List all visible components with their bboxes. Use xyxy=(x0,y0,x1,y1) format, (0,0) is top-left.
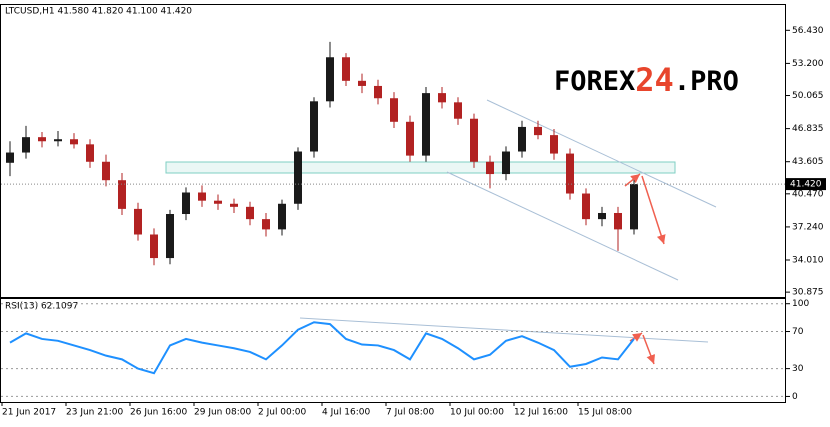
candle-body xyxy=(566,153,574,194)
candle-body xyxy=(326,57,334,102)
candle-body xyxy=(598,212,606,220)
candle-body xyxy=(374,85,382,99)
candle-body xyxy=(54,139,62,142)
price-panel xyxy=(0,4,786,298)
current-price-label: 41.420 xyxy=(790,180,822,190)
candle-body xyxy=(486,161,494,175)
candle-body xyxy=(182,192,190,215)
price-title: LTCUSD,H1 41.580 41.820 41.100 41.420 xyxy=(5,7,192,17)
candle-body xyxy=(278,203,286,230)
candle-body xyxy=(470,118,478,162)
resistance-zone xyxy=(165,161,676,174)
candle-body xyxy=(550,135,558,154)
candle-body xyxy=(118,180,126,209)
rsi-title: RSI(13) 62.1097 xyxy=(5,302,78,312)
y-tick-label: 56.430 xyxy=(792,26,824,36)
y-tick-label: 40.470 xyxy=(792,189,824,199)
channel-upper xyxy=(486,99,717,208)
x-tick-label: 21 Jun 2017 xyxy=(2,408,56,418)
y-tick-label: 70 xyxy=(792,327,804,337)
arrow-down xyxy=(641,175,666,245)
candle-body xyxy=(390,98,398,122)
candle-body xyxy=(294,151,302,204)
watermark-suffix: .PRO xyxy=(674,66,739,97)
rsi-arrow-down xyxy=(642,334,656,365)
candle-body xyxy=(582,193,590,220)
y-tick-label: 30 xyxy=(792,364,804,374)
candle-body xyxy=(534,126,542,136)
watermark: FOREX24.PRO xyxy=(554,61,739,99)
watermark-highlight: 24 xyxy=(635,61,674,99)
candle-body xyxy=(246,206,254,220)
candle-body xyxy=(406,121,414,156)
y-tick-label: 53.200 xyxy=(792,59,824,69)
candle-body xyxy=(614,212,622,230)
candle-body xyxy=(422,93,430,156)
candle-body xyxy=(518,126,526,152)
x-tick-label: 23 Jun 21:00 xyxy=(66,408,123,418)
rsi-arrow-up xyxy=(629,332,643,342)
watermark-prefix: FOREX xyxy=(554,66,635,97)
candle-body xyxy=(502,151,510,175)
y-tick-label: 43.605 xyxy=(792,157,824,167)
x-tick-label: 26 Jun 16:00 xyxy=(130,408,187,418)
candle-body xyxy=(198,192,206,201)
candle-body xyxy=(166,214,174,259)
candle-body xyxy=(438,93,446,103)
candle-body xyxy=(310,101,318,152)
channel-lower xyxy=(446,171,679,281)
rsi-panel xyxy=(0,298,786,403)
x-tick-label: 10 Jul 00:00 xyxy=(450,408,504,418)
y-tick-label: 100 xyxy=(792,299,809,309)
candle-body xyxy=(214,200,222,204)
x-tick-label: 2 Jul 00:00 xyxy=(258,408,307,418)
x-tick-label: 29 Jun 08:00 xyxy=(194,408,251,418)
candle-body xyxy=(358,80,366,86)
x-tick-label: 15 Jul 08:00 xyxy=(578,408,632,418)
y-tick-label: 30.875 xyxy=(792,288,824,298)
x-tick-label: 4 Jul 16:00 xyxy=(322,408,371,418)
y-tick-label: 46.835 xyxy=(792,124,824,134)
x-tick-label: 12 Jul 16:00 xyxy=(514,408,568,418)
candle-body xyxy=(86,144,94,162)
candle-body xyxy=(454,102,462,119)
rsi-line xyxy=(9,321,635,375)
candle-body xyxy=(150,234,158,259)
candle-body xyxy=(38,137,46,142)
candle-body xyxy=(342,57,350,81)
y-tick-label: 34.010 xyxy=(792,256,824,266)
candle-body xyxy=(102,161,110,181)
y-tick-label: 37.240 xyxy=(792,222,824,232)
y-tick-label: 50.065 xyxy=(792,91,824,101)
candle-body xyxy=(262,219,270,230)
current-price-box xyxy=(786,178,826,191)
candle-body xyxy=(230,203,238,207)
candle-body xyxy=(630,184,638,230)
candle-body xyxy=(22,137,30,153)
x-tick-label: 7 Jul 08:00 xyxy=(386,408,435,418)
arrow-up xyxy=(624,173,641,187)
candle-body xyxy=(70,139,78,145)
candle-body xyxy=(6,152,14,163)
y-tick-label: 0 xyxy=(792,392,798,402)
candle-body xyxy=(134,208,142,235)
